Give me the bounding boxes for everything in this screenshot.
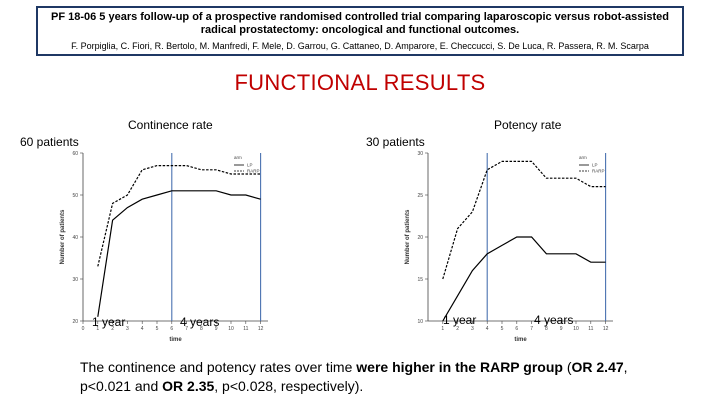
continence-legend-label-lp: LP [247,163,253,168]
continence-x-tick-label: 6 [170,326,173,332]
poster-header: PF 18-06 5 years follow-up of a prospect… [36,6,684,56]
potency-x-tick-label: 3 [471,326,474,332]
conclusion-text: The continence and potency rates over ti… [80,359,628,394]
continence-series-rarp [97,165,261,267]
potency-series-rarp [442,160,606,280]
continence-x-tick-label: 11 [243,326,248,332]
continence-y-tick-label: 50 [72,193,78,199]
potency-title: Potency rate [494,118,562,132]
continence-marker-1-year: 1 year [92,315,126,329]
continence-y-tick-label: 30 [72,277,78,283]
potency-legend-label-rarp: RARP [592,169,605,174]
study-title: PF 18-06 5 years follow-up of a prospect… [50,11,669,36]
continence-x-tick-label: 3 [126,326,129,332]
author-list: F. Porpiglia, C. Fiori, R. Bertolo, M. M… [71,41,649,51]
continence-y-tick-label: 60 [72,151,78,157]
continence-x-axis-label: time [169,337,182,343]
continence-x-tick-label: 4 [141,326,144,332]
potency-series-lp [442,236,606,322]
potency-x-tick-label: 2 [456,326,459,332]
potency-patients-label: 30 patients [366,135,425,149]
continence-y-axis-label: Number of patients [60,209,66,264]
potency-y-tick-label: 15 [417,277,423,283]
potency-x-tick-label: 6 [515,326,518,332]
potency-y-tick-label: 20 [417,235,423,241]
potency-y-tick-label: 10 [417,319,423,325]
continence-x-tick-label: 10 [228,326,234,332]
continence-x-tick-label: 9 [215,326,218,332]
section-title: FUNCTIONAL RESULTS [234,70,486,95]
potency-x-tick-label: 5 [501,326,504,332]
continence-title: Continence rate [128,118,213,132]
continence-x-tick-label: 5 [156,326,159,332]
continence-patients-label: 60 patients [20,135,79,149]
continence-x-tick-label: 0 [82,326,85,332]
continence-x-tick-label: 12 [258,326,264,332]
potency-y-tick-label: 25 [417,193,423,199]
continence-y-tick-label: 40 [72,235,78,241]
potency-x-tick-label: 7 [530,326,533,332]
continence-x-tick-label: 7 [185,326,188,332]
potency-x-tick-label: 11 [588,326,593,332]
continence-x-tick-label: 1 [96,326,99,332]
potency-marker-1-year: 1 year [443,313,477,327]
continence-x-tick-label: 8 [200,326,203,332]
potency-y-axis-label: Number of patients [405,209,411,264]
potency-y-tick-label: 30 [417,151,423,157]
potency-x-tick-label: 10 [573,326,579,332]
potency-marker-4-years: 4 years [534,313,574,327]
potency-x-tick-label: 8 [545,326,548,332]
potency-x-tick-label: 1 [441,326,444,332]
potency-x-axis-label: time [514,337,527,343]
potency-legend-title: arm [579,155,587,160]
potency-x-tick-label: 12 [603,326,609,332]
continence-legend-label-rarp: RARP [247,169,260,174]
continence-marker-4-years: 4 years [180,315,220,329]
continence-x-tick-label: 2 [111,326,114,332]
potency-x-tick-label: 4 [486,326,489,332]
potency-legend-label-lp: LP [592,163,598,168]
continence-series-lp [97,190,261,317]
continence-legend-title: arm [234,155,242,160]
continence-y-tick-label: 20 [72,319,78,325]
potency-x-tick-label: 9 [560,326,563,332]
